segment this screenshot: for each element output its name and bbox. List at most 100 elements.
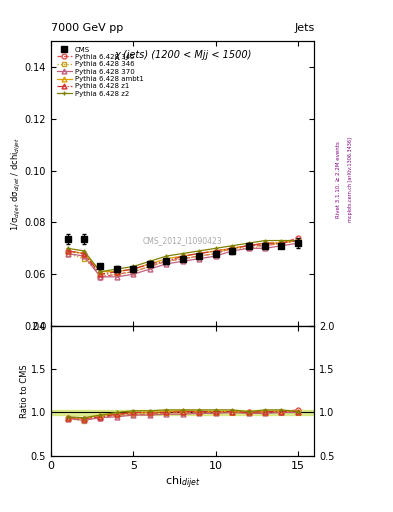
Pythia 6.428 345 bbox=[180, 255, 185, 262]
Text: 7000 GeV pp: 7000 GeV pp bbox=[51, 23, 123, 33]
Pythia 6.428 ambt1 bbox=[180, 253, 185, 259]
Pythia 6.428 z2 bbox=[213, 245, 218, 251]
Pythia 6.428 370 bbox=[180, 258, 185, 264]
Pythia 6.428 ambt1 bbox=[82, 250, 86, 257]
Pythia 6.428 345 bbox=[213, 250, 218, 257]
Pythia 6.428 z2 bbox=[230, 243, 235, 249]
Pythia 6.428 346 bbox=[246, 245, 251, 251]
Pythia 6.428 370 bbox=[230, 248, 235, 254]
Pythia 6.428 370 bbox=[197, 255, 202, 262]
Pythia 6.428 z1 bbox=[296, 238, 300, 244]
Pythia 6.428 z1 bbox=[131, 266, 136, 272]
Pythia 6.428 370 bbox=[82, 253, 86, 259]
Pythia 6.428 z1 bbox=[213, 248, 218, 254]
Pythia 6.428 ambt1 bbox=[296, 238, 300, 244]
Pythia 6.428 z2 bbox=[147, 258, 152, 264]
Pythia 6.428 346 bbox=[164, 258, 169, 264]
Pythia 6.428 345 bbox=[82, 250, 86, 257]
Pythia 6.428 346 bbox=[98, 271, 103, 278]
Pythia 6.428 z2 bbox=[115, 266, 119, 272]
Pythia 6.428 345 bbox=[230, 245, 235, 251]
Pythia 6.428 z1 bbox=[98, 271, 103, 278]
Text: Jets: Jets bbox=[294, 23, 314, 33]
Pythia 6.428 z1 bbox=[279, 240, 284, 246]
Pythia 6.428 z1 bbox=[65, 248, 70, 254]
Pythia 6.428 345 bbox=[279, 240, 284, 246]
Pythia 6.428 z1 bbox=[147, 261, 152, 267]
Pythia 6.428 345 bbox=[147, 263, 152, 269]
Pythia 6.428 370 bbox=[296, 240, 300, 246]
Pythia 6.428 346 bbox=[65, 250, 70, 257]
X-axis label: chi$_{dijet}$: chi$_{dijet}$ bbox=[165, 475, 200, 491]
Pythia 6.428 346 bbox=[279, 240, 284, 246]
Y-axis label: Ratio to CMS: Ratio to CMS bbox=[20, 364, 29, 418]
Pythia 6.428 ambt1 bbox=[147, 261, 152, 267]
Pythia 6.428 346 bbox=[197, 253, 202, 259]
Text: χ (jets) (1200 < Mjj < 1500): χ (jets) (1200 < Mjj < 1500) bbox=[114, 50, 252, 59]
Pythia 6.428 ambt1 bbox=[164, 255, 169, 262]
Pythia 6.428 z1 bbox=[115, 269, 119, 275]
Pythia 6.428 346 bbox=[230, 245, 235, 251]
Pythia 6.428 z2 bbox=[82, 248, 86, 254]
Pythia 6.428 z1 bbox=[180, 253, 185, 259]
Pythia 6.428 346 bbox=[131, 269, 136, 275]
Legend: CMS, Pythia 6.428 345, Pythia 6.428 346, Pythia 6.428 370, Pythia 6.428 ambt1, P: CMS, Pythia 6.428 345, Pythia 6.428 346,… bbox=[55, 45, 146, 99]
Line: Pythia 6.428 ambt1: Pythia 6.428 ambt1 bbox=[65, 238, 300, 274]
Pythia 6.428 345 bbox=[296, 235, 300, 241]
Pythia 6.428 ambt1 bbox=[98, 269, 103, 275]
Pythia 6.428 z2 bbox=[197, 248, 202, 254]
Pythia 6.428 z2 bbox=[180, 250, 185, 257]
Pythia 6.428 ambt1 bbox=[263, 240, 267, 246]
Pythia 6.428 370 bbox=[65, 250, 70, 257]
Pythia 6.428 370 bbox=[279, 243, 284, 249]
Pythia 6.428 ambt1 bbox=[131, 266, 136, 272]
Pythia 6.428 z2 bbox=[246, 240, 251, 246]
Pythia 6.428 345 bbox=[197, 253, 202, 259]
Pythia 6.428 z1 bbox=[230, 245, 235, 251]
Pythia 6.428 370 bbox=[213, 253, 218, 259]
Pythia 6.428 345 bbox=[65, 248, 70, 254]
Pythia 6.428 z2 bbox=[263, 238, 267, 244]
Pythia 6.428 ambt1 bbox=[213, 248, 218, 254]
Pythia 6.428 370 bbox=[98, 274, 103, 280]
Pythia 6.428 346 bbox=[82, 255, 86, 262]
Pythia 6.428 345 bbox=[164, 258, 169, 264]
Pythia 6.428 346 bbox=[296, 238, 300, 244]
Pythia 6.428 z2 bbox=[98, 269, 103, 275]
Line: Pythia 6.428 z1: Pythia 6.428 z1 bbox=[65, 238, 300, 276]
Pythia 6.428 345 bbox=[98, 274, 103, 280]
Pythia 6.428 z1 bbox=[164, 258, 169, 264]
Pythia 6.428 z1 bbox=[82, 250, 86, 257]
Pythia 6.428 ambt1 bbox=[230, 245, 235, 251]
Pythia 6.428 346 bbox=[263, 243, 267, 249]
Pythia 6.428 z2 bbox=[131, 263, 136, 269]
Pythia 6.428 345 bbox=[246, 243, 251, 249]
Line: Pythia 6.428 346: Pythia 6.428 346 bbox=[65, 238, 300, 276]
Pythia 6.428 z1 bbox=[197, 250, 202, 257]
Pythia 6.428 ambt1 bbox=[197, 250, 202, 257]
Pythia 6.428 345 bbox=[263, 243, 267, 249]
Line: Pythia 6.428 345: Pythia 6.428 345 bbox=[65, 236, 300, 279]
Pythia 6.428 z1 bbox=[246, 243, 251, 249]
Pythia 6.428 z2 bbox=[65, 245, 70, 251]
Bar bbox=[51, 410, 314, 415]
Text: mcplots.cern.ch [arXiv:1306.3436]: mcplots.cern.ch [arXiv:1306.3436] bbox=[348, 137, 353, 222]
Pythia 6.428 ambt1 bbox=[115, 269, 119, 275]
Pythia 6.428 346 bbox=[147, 263, 152, 269]
Text: CMS_2012_I1090423: CMS_2012_I1090423 bbox=[143, 236, 222, 245]
Y-axis label: 1/σ$_{dijet}$ dσ$_{dijet}$ / dchi$_{dijet}$: 1/σ$_{dijet}$ dσ$_{dijet}$ / dchi$_{dije… bbox=[10, 137, 23, 230]
Line: Pythia 6.428 370: Pythia 6.428 370 bbox=[65, 241, 300, 279]
Pythia 6.428 370 bbox=[147, 266, 152, 272]
Pythia 6.428 370 bbox=[115, 274, 119, 280]
Pythia 6.428 370 bbox=[131, 271, 136, 278]
Pythia 6.428 z2 bbox=[296, 238, 300, 244]
Pythia 6.428 z2 bbox=[164, 253, 169, 259]
Pythia 6.428 346 bbox=[115, 271, 119, 278]
Pythia 6.428 370 bbox=[246, 245, 251, 251]
Pythia 6.428 345 bbox=[115, 271, 119, 278]
Pythia 6.428 z2 bbox=[279, 238, 284, 244]
Pythia 6.428 345 bbox=[131, 269, 136, 275]
Pythia 6.428 370 bbox=[164, 261, 169, 267]
Line: Pythia 6.428 z2: Pythia 6.428 z2 bbox=[65, 238, 300, 274]
Text: Rivet 3.1.10, ≥ 2.2M events: Rivet 3.1.10, ≥ 2.2M events bbox=[336, 141, 341, 218]
